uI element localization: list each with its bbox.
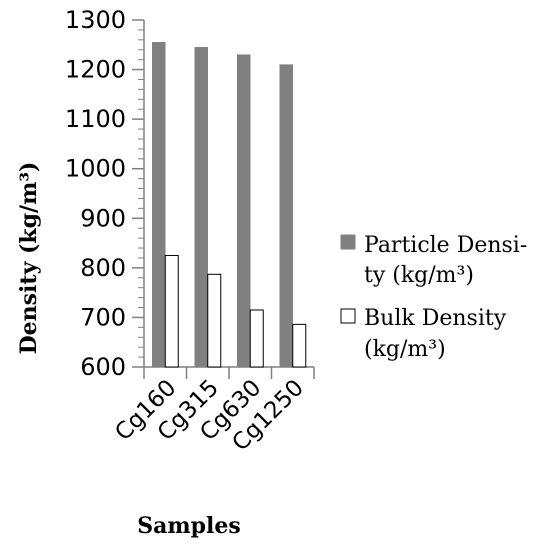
y-tick-label: 1100 — [65, 105, 126, 133]
bar-bulk-density — [249, 309, 264, 368]
bar-series — [152, 42, 307, 368]
legend: Particle Densi- ty (kg/m³) Bulk Density … — [340, 233, 527, 362]
legend-label-bulk-density-line1: Bulk Density — [364, 306, 507, 331]
y-tick-label: 900 — [80, 204, 126, 232]
bar-bulk-density — [207, 273, 222, 368]
bar-particle-density — [279, 64, 293, 368]
bar-particle-density — [152, 42, 166, 368]
bar-particle-density — [237, 54, 251, 368]
y-tick-label: 1200 — [65, 56, 126, 84]
legend-swatch-bulk-density — [340, 308, 356, 324]
y-tick-label: 1300 — [65, 6, 126, 34]
x-axis-title: Samples — [137, 513, 241, 539]
y-axis-title: Density (kg/m³) — [16, 162, 42, 355]
y-tick-label: 700 — [80, 303, 126, 331]
y-axis-ticks: 600 700 800 900 1000 1100 1200 1300 — [65, 6, 144, 381]
legend-label-particle-density-line2: ty (kg/m³) — [364, 263, 474, 288]
legend-label-bulk-density-line2: (kg/m³) — [364, 337, 446, 362]
bar-particle-density — [194, 47, 208, 368]
bar-bulk-density — [164, 254, 179, 368]
y-tick-label: 1000 — [65, 155, 126, 183]
y-tick-label: 600 — [80, 353, 126, 381]
bar-bulk-density — [292, 323, 307, 368]
legend-swatch-particle-density — [340, 234, 356, 250]
legend-label-particle-density-line1: Particle Densi- — [364, 233, 527, 258]
y-tick-label: 800 — [80, 254, 126, 282]
